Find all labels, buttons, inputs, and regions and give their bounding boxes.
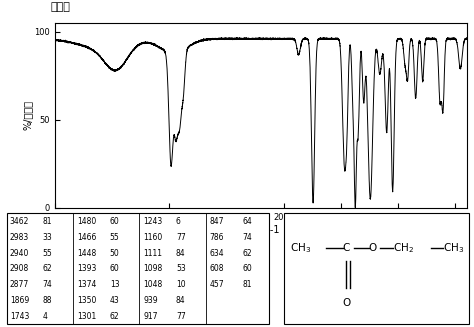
Text: 77: 77 — [176, 312, 186, 321]
Text: 2877: 2877 — [10, 280, 29, 289]
Text: CH$_3$: CH$_3$ — [443, 241, 465, 255]
Text: 1350: 1350 — [77, 296, 97, 305]
Text: 33: 33 — [42, 233, 52, 242]
Text: 55: 55 — [110, 233, 119, 242]
Text: 13: 13 — [110, 280, 119, 289]
Text: 62: 62 — [42, 265, 52, 273]
Text: O: O — [343, 298, 351, 308]
Text: 1743: 1743 — [10, 312, 29, 321]
Text: 74: 74 — [242, 233, 252, 242]
Text: 1048: 1048 — [144, 280, 163, 289]
Text: O: O — [368, 243, 377, 253]
Text: C: C — [343, 243, 350, 253]
Text: 50: 50 — [110, 249, 119, 258]
Text: 847: 847 — [210, 217, 224, 226]
Text: 1111: 1111 — [144, 249, 163, 258]
Text: 634: 634 — [210, 249, 224, 258]
Text: 84: 84 — [176, 249, 186, 258]
Text: 88: 88 — [42, 296, 52, 305]
Text: 608: 608 — [210, 265, 224, 273]
Text: 84: 84 — [176, 296, 186, 305]
Text: 81: 81 — [242, 280, 252, 289]
Text: CH$_3$: CH$_3$ — [290, 241, 311, 255]
Text: 2983: 2983 — [10, 233, 29, 242]
Text: 43: 43 — [110, 296, 119, 305]
Text: 1301: 1301 — [77, 312, 97, 321]
Text: 81: 81 — [42, 217, 52, 226]
Text: 1243: 1243 — [144, 217, 163, 226]
Text: 77: 77 — [176, 233, 186, 242]
Text: 2940: 2940 — [10, 249, 29, 258]
Text: 2908: 2908 — [10, 265, 29, 273]
Text: 786: 786 — [210, 233, 224, 242]
Text: 4: 4 — [42, 312, 47, 321]
Text: 457: 457 — [210, 280, 224, 289]
Text: CH$_2$: CH$_2$ — [392, 241, 413, 255]
Text: 1160: 1160 — [144, 233, 163, 242]
Text: 53: 53 — [176, 265, 186, 273]
Text: 3462: 3462 — [10, 217, 29, 226]
Text: 60: 60 — [110, 265, 119, 273]
Text: 6: 6 — [176, 217, 181, 226]
Text: 917: 917 — [144, 312, 158, 321]
X-axis label: 波数/cm-1: 波数/cm-1 — [241, 224, 281, 234]
Text: 64: 64 — [242, 217, 252, 226]
Text: 1098: 1098 — [144, 265, 163, 273]
Text: 1393: 1393 — [77, 265, 97, 273]
Text: 60: 60 — [110, 217, 119, 226]
Text: 74: 74 — [42, 280, 52, 289]
Text: 10: 10 — [176, 280, 186, 289]
Text: 55: 55 — [42, 249, 52, 258]
Text: 62: 62 — [242, 249, 252, 258]
Text: 薄膜法: 薄膜法 — [50, 2, 70, 12]
Y-axis label: %/透过率: %/透过率 — [22, 100, 33, 130]
Text: 1869: 1869 — [10, 296, 29, 305]
Text: 1466: 1466 — [77, 233, 97, 242]
Text: 1374: 1374 — [77, 280, 97, 289]
Text: 62: 62 — [110, 312, 119, 321]
Text: 939: 939 — [144, 296, 158, 305]
Text: 1480: 1480 — [77, 217, 97, 226]
Text: 1448: 1448 — [77, 249, 97, 258]
Text: 60: 60 — [242, 265, 252, 273]
